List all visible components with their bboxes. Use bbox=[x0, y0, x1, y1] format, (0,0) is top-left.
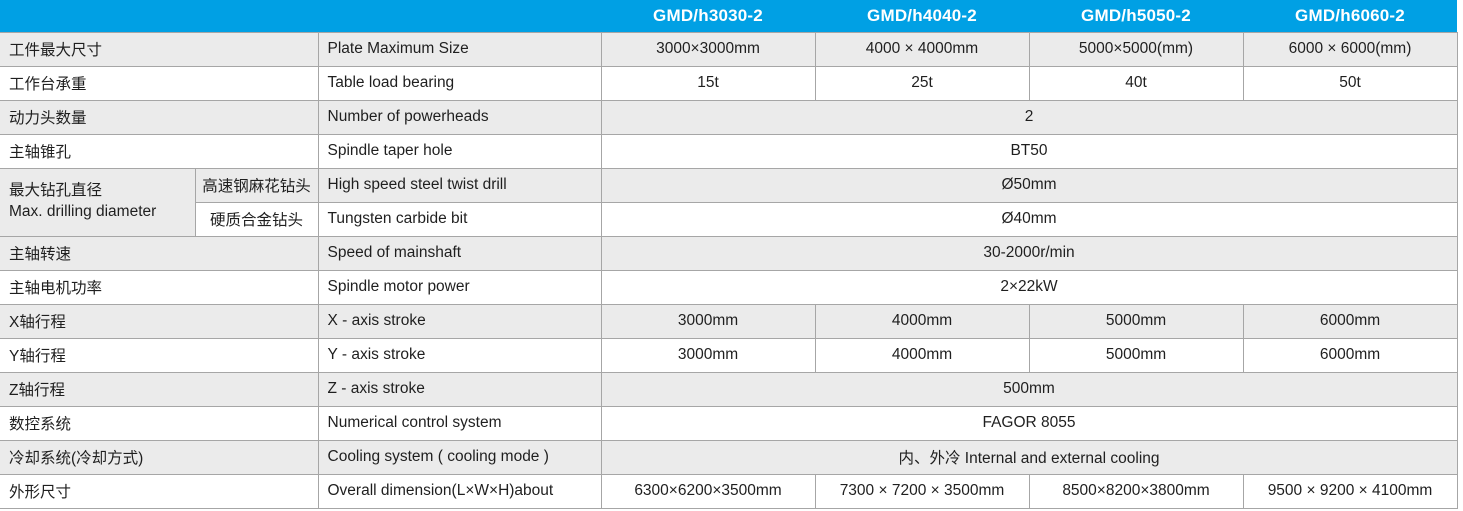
model-header: GMD/h5050-2 bbox=[1029, 0, 1243, 32]
drill-group-label-cn: 最大钻孔直径 bbox=[9, 182, 103, 200]
row-label-cn: X轴行程 bbox=[0, 303, 319, 339]
table-row: 最大钻孔直径 Max. drilling diameter 高速钢麻花钻头 Hi… bbox=[0, 167, 1458, 237]
value-cell-span: 500mm bbox=[600, 371, 1458, 407]
value-cell: 9500 × 9200 × 4100mm bbox=[1242, 473, 1458, 509]
value-cell: 3000×3000mm bbox=[600, 31, 816, 67]
value-cell: 7300 × 7200 × 3500mm bbox=[814, 473, 1030, 509]
row-label-cn: Z轴行程 bbox=[0, 371, 319, 407]
row-label-cn: 工作台承重 bbox=[0, 65, 319, 101]
value-cell-span: 30-2000r/min bbox=[600, 235, 1458, 271]
value-cell: 5000mm bbox=[1028, 303, 1244, 339]
row-label-en: Numerical control system bbox=[317, 405, 602, 441]
value-cell-span: BT50 bbox=[600, 133, 1458, 169]
value-cell-span: 2×22kW bbox=[600, 269, 1458, 305]
value-cell: 40t bbox=[1028, 65, 1244, 101]
table-row: Y轴行程 Y - axis stroke 3000mm 4000mm 5000m… bbox=[0, 337, 1458, 373]
row-label-en: Z - axis stroke bbox=[317, 371, 602, 407]
drill-group-cell: 最大钻孔直径 Max. drilling diameter bbox=[0, 167, 196, 237]
table-row: 主轴锥孔 Spindle taper hole BT50 bbox=[0, 133, 1458, 169]
value-cell: 3000mm bbox=[600, 303, 816, 339]
value-cell: 6000mm bbox=[1242, 303, 1458, 339]
table-row: 工作台承重 Table load bearing 15t 25t 40t 50t bbox=[0, 65, 1458, 101]
row-label-en: X - axis stroke bbox=[317, 303, 602, 339]
row-label-en: Speed of mainshaft bbox=[317, 235, 602, 271]
value-cell: 15t bbox=[600, 65, 816, 101]
value-cell: 50t bbox=[1242, 65, 1458, 101]
row-label-en: Plate Maximum Size bbox=[317, 31, 602, 67]
value-cell-span: Ø40mm bbox=[600, 201, 1458, 237]
row-label-en: Overall dimension(L×W×H)about bbox=[317, 473, 602, 509]
model-header: GMD/h4040-2 bbox=[815, 0, 1029, 32]
table-row: 主轴转速 Speed of mainshaft 30-2000r/min bbox=[0, 235, 1458, 271]
table-row: Z轴行程 Z - axis stroke 500mm bbox=[0, 371, 1458, 407]
row-sublabel-cn: 高速钢麻花钻头 bbox=[194, 167, 319, 203]
table-row: 外形尺寸 Overall dimension(L×W×H)about 6300×… bbox=[0, 473, 1458, 509]
table-row: 数控系统 Numerical control system FAGOR 8055 bbox=[0, 405, 1458, 441]
value-cell: 3000mm bbox=[600, 337, 816, 373]
row-label-en: Spindle taper hole bbox=[317, 133, 602, 169]
row-label-cn: 动力头数量 bbox=[0, 99, 319, 135]
value-cell: 5000mm bbox=[1028, 337, 1244, 373]
row-label-en: Tungsten carbide bit bbox=[317, 201, 602, 237]
value-cell: 4000 × 4000mm bbox=[814, 31, 1030, 67]
drill-group-label-en: Max. drilling diameter bbox=[9, 203, 157, 220]
table-row: 主轴电机功率 Spindle motor power 2×22kW bbox=[0, 269, 1458, 305]
row-label-cn: 工件最大尺寸 bbox=[0, 31, 319, 67]
value-cell: 8500×8200×3800mm bbox=[1028, 473, 1244, 509]
value-cell: 5000×5000(mm) bbox=[1028, 31, 1244, 67]
value-cell: 25t bbox=[814, 65, 1030, 101]
table-row: 工件最大尺寸 Plate Maximum Size 3000×3000mm 40… bbox=[0, 31, 1458, 67]
row-label-en: Cooling system ( cooling mode ) bbox=[317, 439, 602, 475]
row-label-cn: Y轴行程 bbox=[0, 337, 319, 373]
model-header: GMD/h6060-2 bbox=[1243, 0, 1457, 32]
header-row: GMD/h3030-2 GMD/h4040-2 GMD/h5050-2 GMD/… bbox=[0, 0, 1457, 32]
row-label-en: High speed steel twist drill bbox=[317, 167, 602, 203]
row-label-cn: 主轴转速 bbox=[0, 235, 319, 271]
row-label-en: Table load bearing bbox=[317, 65, 602, 101]
value-cell-span: FAGOR 8055 bbox=[600, 405, 1458, 441]
row-label-en: Y - axis stroke bbox=[317, 337, 602, 373]
row-label-cn: 外形尺寸 bbox=[0, 473, 319, 509]
row-label-cn: 主轴锥孔 bbox=[0, 133, 319, 169]
row-label-cn: 主轴电机功率 bbox=[0, 269, 319, 305]
table-row: X轴行程 X - axis stroke 3000mm 4000mm 5000m… bbox=[0, 303, 1458, 339]
table-row: 动力头数量 Number of powerheads 2 bbox=[0, 99, 1458, 135]
value-cell: 6000mm bbox=[1242, 337, 1458, 373]
row-label-en: Spindle motor power bbox=[317, 269, 602, 305]
value-cell-span: 2 bbox=[600, 99, 1458, 135]
row-sublabel-cn: 硬质合金钻头 bbox=[194, 201, 319, 237]
value-cell: 4000mm bbox=[814, 303, 1030, 339]
table-row: 硬质合金钻头 Tungsten carbide bit Ø40mm bbox=[0, 201, 1458, 237]
value-cell-span: Ø50mm bbox=[600, 167, 1458, 203]
value-cell: 6000 × 6000(mm) bbox=[1242, 31, 1458, 67]
value-cell: 6300×6200×3500mm bbox=[600, 473, 816, 509]
model-header: GMD/h3030-2 bbox=[601, 0, 815, 32]
row-label-en: Number of powerheads bbox=[317, 99, 602, 135]
header-corner bbox=[0, 0, 601, 32]
row-label-cn: 冷却系统(冷却方式) bbox=[0, 439, 319, 475]
table-row: 冷却系统(冷却方式) Cooling system ( cooling mode… bbox=[0, 439, 1458, 475]
value-cell-span: 内、外冷 Internal and external cooling bbox=[600, 439, 1458, 475]
value-cell: 4000mm bbox=[814, 337, 1030, 373]
row-label-cn: 数控系统 bbox=[0, 405, 319, 441]
